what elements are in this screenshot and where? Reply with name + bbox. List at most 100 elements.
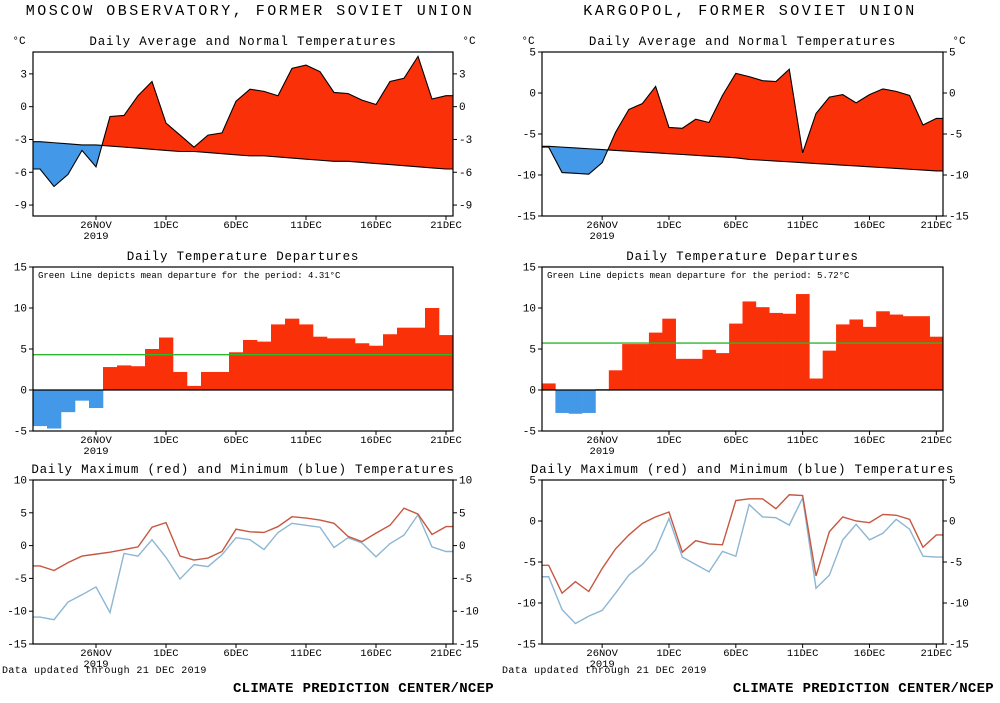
moscow-temperature-departures-chart: Green Line depicts mean departure for th…: [14, 250, 462, 458]
cpc-ncep-brand: CLIMATE PREDICTION CENTER/NCEP: [732, 681, 994, 697]
departure-bar: [648, 332, 663, 390]
departure-bar: [889, 314, 904, 390]
y-tick-label: 5: [20, 508, 27, 520]
y-tick-label: -10: [949, 171, 969, 183]
departure-bar: [355, 343, 370, 390]
y-tick-label: -15: [459, 640, 479, 652]
min-temp-line: [542, 495, 943, 625]
x-tick-label: 11DEC: [787, 220, 819, 232]
normal-temp-line: [542, 145, 943, 172]
chart-title: Daily Temperature Departures: [127, 250, 359, 264]
y-tick-label: 0: [529, 386, 536, 398]
y-tick-label: 0: [949, 517, 956, 529]
x-tick-label: 11DEC: [787, 435, 819, 447]
station-column-kargopol: KARGOPOL, FORMER SOVIET UNION 5 5 0 0 -5 -5 -1…: [500, 0, 1000, 703]
departure-bar: [822, 350, 837, 390]
departure-bar: [47, 390, 62, 429]
departure-bar: [75, 390, 90, 401]
min-temp-line: [33, 513, 453, 621]
departure-bar: [397, 327, 412, 390]
above-normal-area: [101, 57, 454, 169]
departure-bar: [809, 378, 823, 390]
unit-label: °C: [521, 36, 535, 48]
departure-bar: [715, 353, 730, 390]
above-normal-area: [607, 70, 943, 171]
departure-bar: [662, 318, 676, 390]
y-tick-label: 10: [459, 476, 472, 488]
x-tick-label: 16DEC: [854, 220, 886, 232]
y-tick-label: 5: [529, 345, 536, 357]
y-tick-label: -15: [949, 640, 969, 652]
y-tick-label: -9: [459, 201, 472, 213]
departure-bar: [439, 335, 454, 390]
departure-bar: [411, 327, 426, 390]
departure-bar: [313, 336, 328, 390]
y-tick-label: -15: [7, 640, 27, 652]
x-tick-label: 16DEC: [360, 220, 392, 232]
departure-bar: [425, 308, 440, 390]
chart-block-departures: Green Line depicts mean departure for th…: [0, 245, 500, 459]
y-tick-label: -10: [949, 599, 969, 611]
departure-bar: [327, 338, 342, 390]
y-tick-label: 0: [459, 102, 466, 114]
departure-bar: [187, 385, 202, 390]
y-tick-label: 0: [20, 541, 27, 553]
unit-label: °C: [952, 36, 966, 48]
departure-bar: [622, 344, 636, 390]
y-tick-label: 0: [949, 89, 956, 101]
departure-bar: [131, 366, 146, 390]
y-tick-label: 0: [20, 386, 27, 398]
departure-bar: [675, 358, 690, 390]
x-tick-sublabel: 2019: [590, 231, 615, 243]
y-tick-label: -3: [459, 135, 472, 147]
x-tick-label: 16DEC: [854, 435, 886, 447]
x-tick-label: 11DEC: [290, 220, 322, 232]
y-tick-label: 0: [529, 89, 536, 101]
x-tick-label: 26NOV: [80, 220, 112, 232]
y-tick-label: 5: [949, 476, 956, 488]
departure-bar: [369, 345, 384, 390]
x-tick-label: 6DEC: [723, 648, 748, 660]
plot-box: [541, 479, 944, 645]
y-tick-label: 5: [20, 345, 27, 357]
x-tick-sublabel: 2019: [83, 659, 108, 671]
plot-box: [32, 479, 454, 645]
y-tick-label: -5: [523, 130, 536, 142]
y-tick-label: -5: [14, 427, 27, 439]
y-tick-label: 10: [14, 476, 27, 488]
departure-bar: [229, 352, 244, 390]
y-tick-label: -15: [516, 212, 536, 224]
y-tick-label: 10: [523, 304, 536, 316]
departure-bar: [902, 316, 917, 390]
y-tick-label: 3: [20, 69, 27, 81]
chart-title: Daily Maximum (red) and Minimum (blue) T…: [531, 463, 954, 477]
x-tick-sublabel: 2019: [83, 446, 108, 458]
departure-bar: [555, 390, 570, 413]
y-tick-label: -6: [459, 168, 472, 180]
departure-bar: [635, 344, 650, 390]
departure-bar: [836, 324, 850, 390]
x-tick-label: 11DEC: [290, 435, 322, 447]
x-tick-sublabel: 2019: [83, 231, 108, 243]
x-tick-label: 21DEC: [430, 435, 462, 447]
x-tick-label: 21DEC: [921, 435, 953, 447]
station-title: KARGOPOL, FORMER SOVIET UNION: [583, 3, 917, 20]
x-tick-sublabel: 2019: [590, 446, 615, 458]
departure-bar: [608, 370, 623, 390]
x-tick-label: 16DEC: [360, 435, 392, 447]
x-tick-label: 26NOV: [586, 220, 618, 232]
chart-block-avg-normal: 5 5 0 0 -5 -5 -10 -10 -15 -15 26NOV 2019 1DEC 6DEC 11D…: [500, 30, 1000, 244]
x-tick-label: 21DEC: [921, 220, 953, 232]
y-tick-label: 0: [20, 102, 27, 114]
x-tick-label: 1DEC: [656, 648, 681, 660]
station-column-moscow: MOSCOW OBSERVATORY, FORMER SOVIET UNION …: [0, 3, 500, 697]
departure-bar: [159, 337, 174, 390]
x-tick-label: 21DEC: [430, 220, 462, 232]
mean-departure-annotation: Green Line depicts mean departure for th…: [547, 271, 850, 281]
below-normal-area: [542, 146, 608, 175]
chart-title: Daily Average and Normal Temperatures: [589, 35, 896, 49]
